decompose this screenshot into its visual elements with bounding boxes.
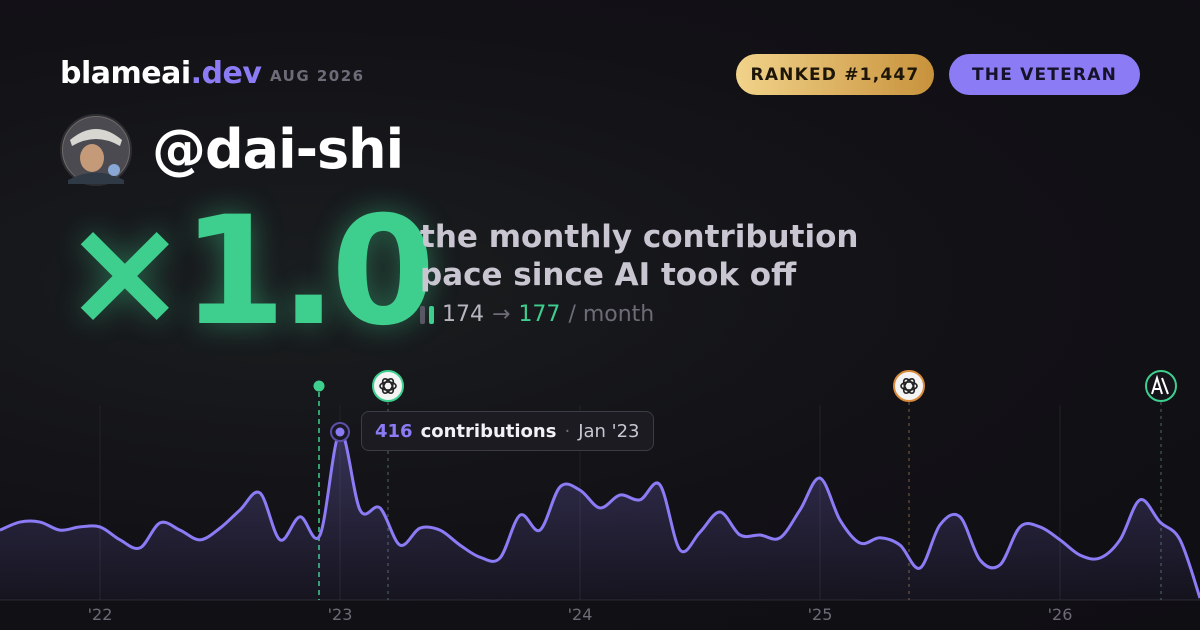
tooltip: 416 contributions · Jan '23 — [361, 411, 654, 451]
stats: 174 → 177 / month — [420, 302, 654, 327]
x-tick-label: '25 — [808, 605, 833, 624]
openai-icon — [372, 370, 404, 402]
anthropic-icon — [1145, 370, 1177, 402]
after-icon — [429, 305, 434, 324]
x-tick-label: '23 — [328, 605, 353, 624]
brand-name: blameai — [60, 56, 191, 91]
event-dot — [313, 380, 325, 392]
rank-pill: RANKED #1,447 — [736, 54, 934, 95]
tooltip-date: Jan '23 — [578, 420, 640, 442]
peak-point — [335, 427, 345, 437]
brand: blameai.dev — [60, 56, 262, 91]
brand-tld: .dev — [190, 56, 262, 91]
handle: @dai-shi — [152, 118, 404, 181]
x-tick-label: '22 — [88, 605, 113, 624]
x-tick-label: '24 — [568, 605, 593, 624]
arrow: → — [492, 302, 511, 327]
caption-line: pace since AI took off — [420, 257, 797, 293]
caption-line: the monthly contribution — [420, 219, 859, 255]
after-value: 177 — [518, 302, 561, 327]
date: AUG 2026 — [270, 67, 365, 85]
before-value: 174 — [442, 302, 484, 327]
unit: / month — [568, 302, 655, 327]
openai-icon — [893, 370, 925, 402]
before-icon — [420, 305, 425, 324]
tooltip-separator: · — [564, 420, 571, 442]
caption: the monthly contribution pace since AI t… — [420, 218, 858, 294]
area — [0, 431, 1200, 600]
avatar — [60, 114, 132, 186]
tooltip-value: 416 — [375, 420, 413, 442]
multiplier: ×1.0 — [62, 185, 435, 359]
line — [0, 430, 1200, 599]
badge-pill: THE VETERAN — [949, 54, 1140, 95]
x-tick-label: '26 — [1048, 605, 1073, 624]
tooltip-unit: contributions — [420, 420, 557, 442]
event-markers — [313, 370, 1177, 600]
